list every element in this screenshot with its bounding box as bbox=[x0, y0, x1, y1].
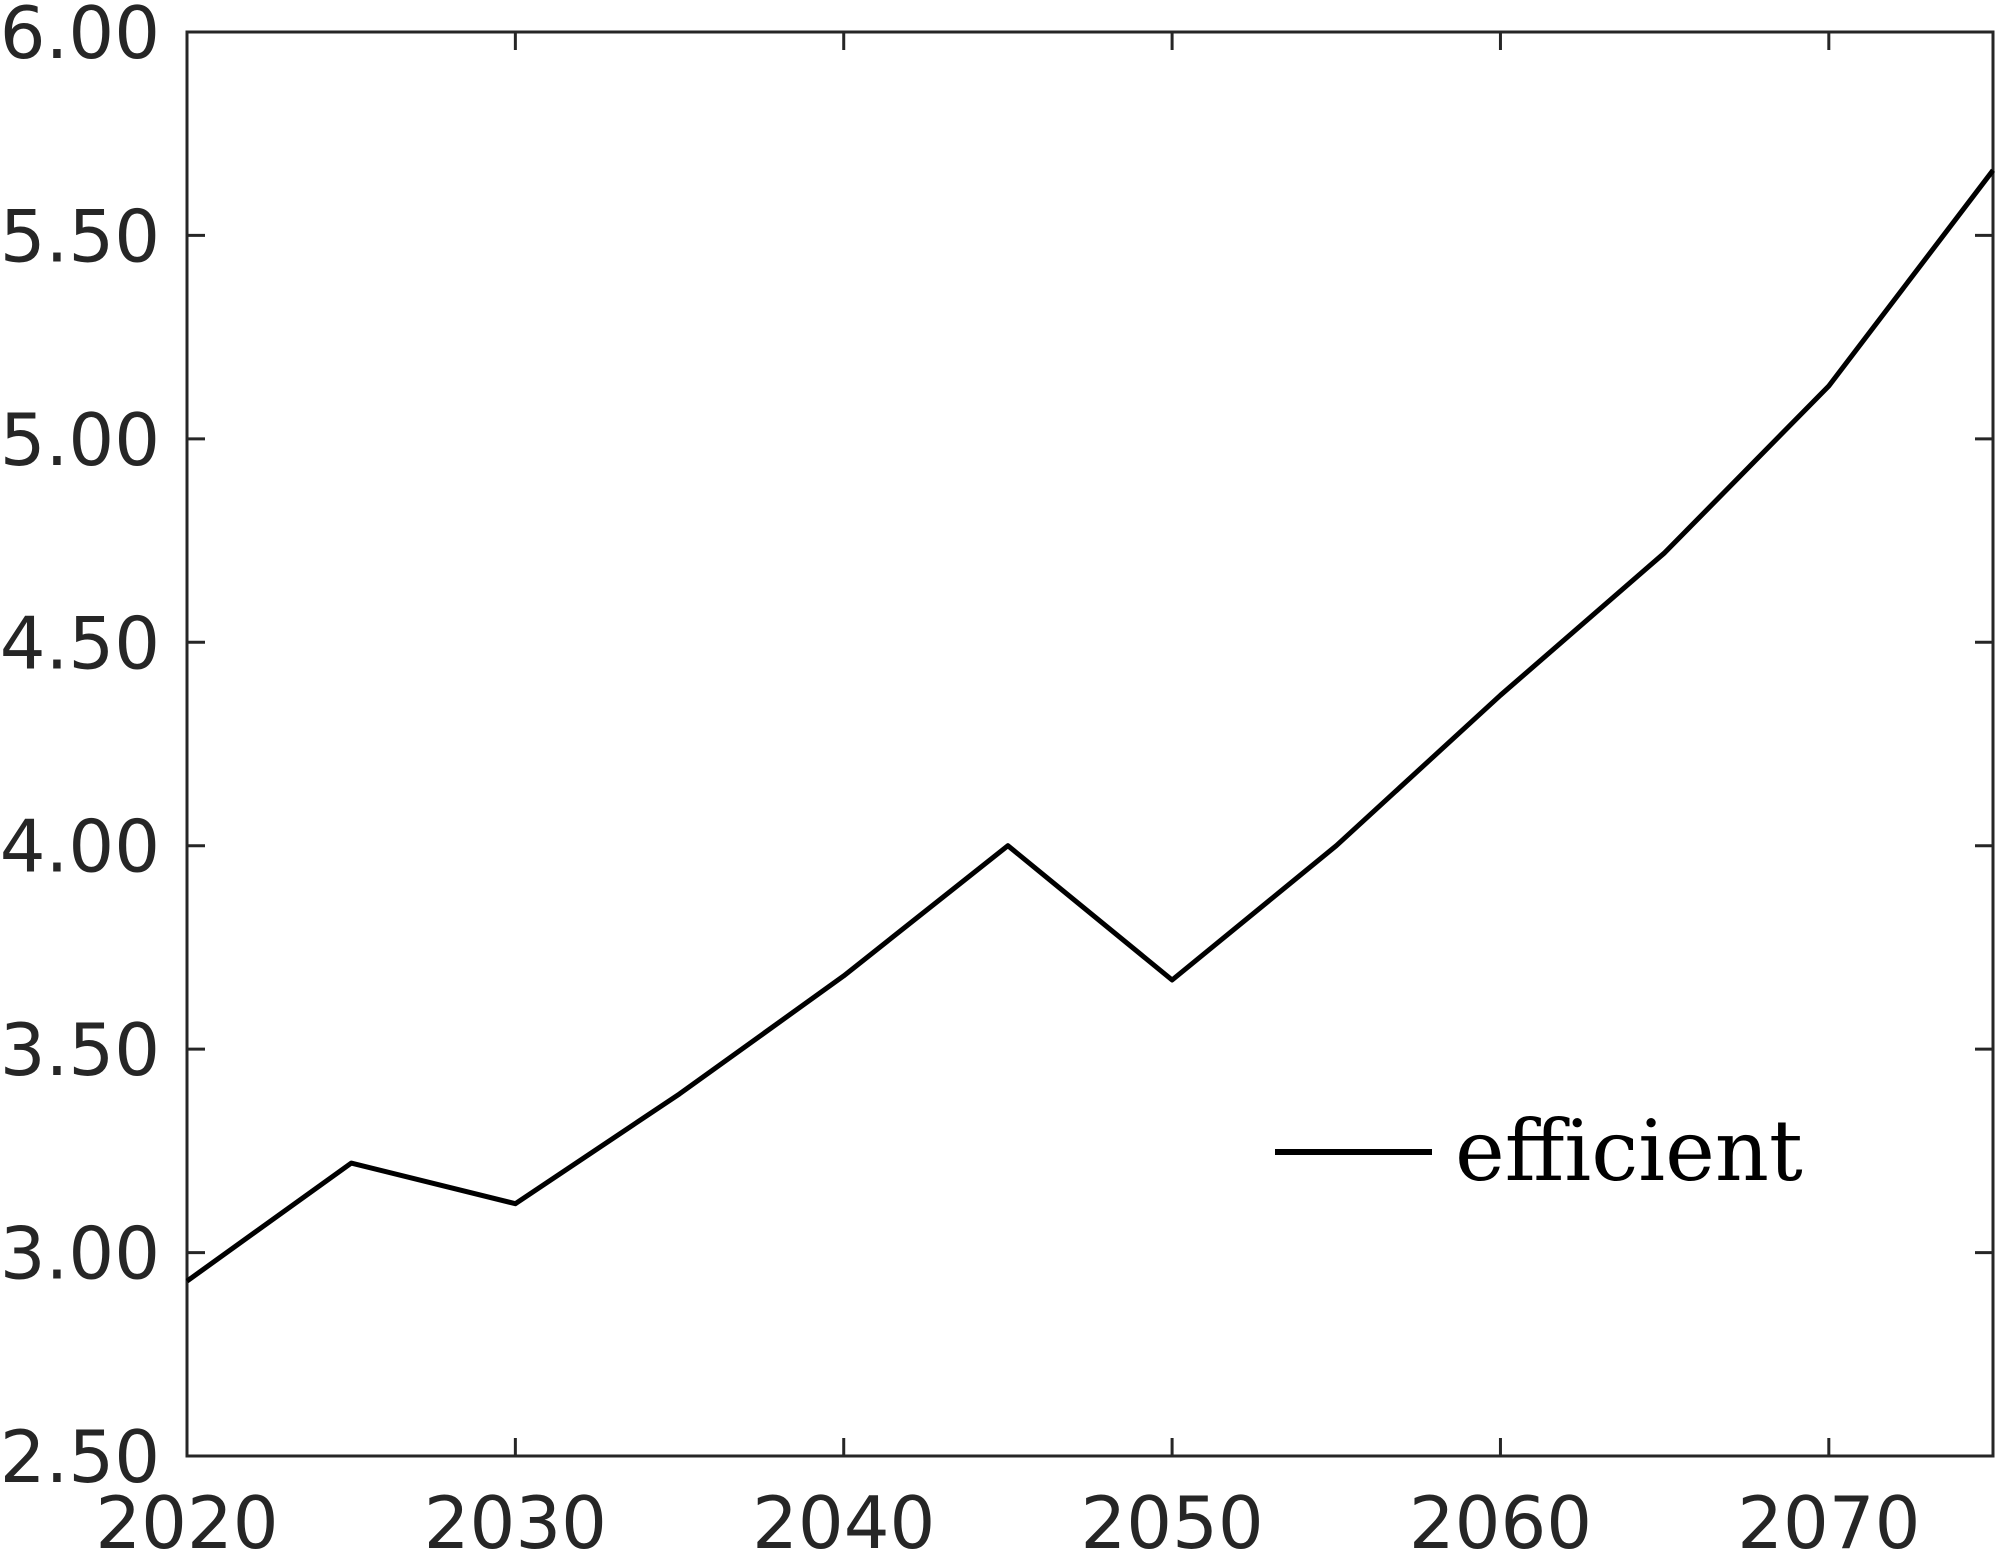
y-tick-label: 5.00 bbox=[0, 398, 160, 482]
legend-label: efficient bbox=[1455, 1102, 1803, 1200]
y-axis-tick-labels: 2.50 3.00 3.50 4.00 4.50 5.00 5.50 6.00 bbox=[0, 0, 160, 1499]
x-tick-label: 2020 bbox=[95, 1481, 278, 1554]
y-tick-label: 4.50 bbox=[0, 601, 160, 685]
x-tick-label: 2050 bbox=[1080, 1481, 1263, 1554]
legend: efficient bbox=[1275, 1102, 1803, 1200]
x-axis-tick-labels: 2020 2030 2040 2050 2060 2070 bbox=[95, 1481, 1920, 1554]
y-tick-label: 5.50 bbox=[0, 194, 160, 278]
y-tick-label: 6.00 bbox=[0, 0, 160, 75]
x-tick-label: 2040 bbox=[752, 1481, 935, 1554]
axis-ticks bbox=[185, 30, 1993, 1458]
series-line-1 bbox=[185, 168, 1995, 1284]
plot-area-frame bbox=[185, 30, 1995, 1458]
x-tick-label: 2060 bbox=[1409, 1481, 1592, 1554]
series-lines bbox=[185, 168, 1995, 1284]
y-tick-label: 4.00 bbox=[0, 805, 160, 889]
y-tick-label: 3.50 bbox=[0, 1008, 160, 1092]
x-tick-label: 2030 bbox=[424, 1481, 607, 1554]
y-tick-label: 2.50 bbox=[0, 1415, 160, 1499]
y-tick-label: 3.00 bbox=[0, 1212, 160, 1296]
x-tick-label: 2070 bbox=[1737, 1481, 1920, 1554]
